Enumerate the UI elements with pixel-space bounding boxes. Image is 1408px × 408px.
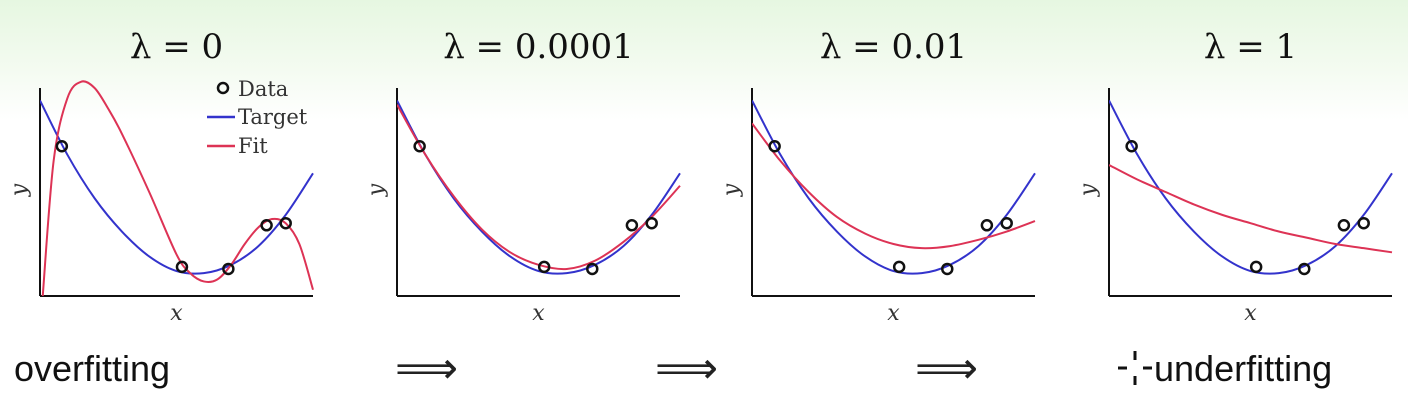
chart-panel-2: λ = 0.0001 x y [364, 27, 681, 326]
legend-fit-label: Fit [238, 134, 268, 158]
caption-underfitting: underfitting [1154, 348, 1332, 389]
caption-overfitting: overfitting [14, 348, 170, 389]
data-point [941, 262, 954, 276]
data-point [222, 262, 235, 276]
data-point [175, 260, 189, 274]
data-point [413, 139, 426, 153]
y-axis-label: y [1076, 183, 1101, 197]
series-line-fit [752, 122, 1036, 250]
series-line-target [1109, 100, 1393, 275]
panel-title: λ = 0.01 [820, 27, 967, 67]
legend-target-label: Target [238, 105, 308, 129]
crosshair-cursor-icon [1118, 351, 1152, 385]
data-point [537, 260, 551, 274]
chart-legend: Data Target Fit [207, 77, 308, 158]
legend-data-marker [216, 81, 230, 95]
data-point [980, 219, 994, 232]
legend-data-label: Data [238, 77, 288, 101]
data-point [1000, 216, 1013, 230]
arrow-1: ⟹ [395, 343, 458, 394]
chart-panels: λ = 0 x y λ = 0.0001 x y λ = 0.01 x y λ = 1 x y [7, 27, 1393, 326]
y-axis-label: y [364, 183, 389, 197]
panel-title: λ = 0.0001 [443, 27, 634, 67]
x-axis-label: x [887, 301, 900, 326]
y-axis-label: y [719, 183, 744, 197]
series-line-target [40, 100, 314, 275]
panel-title: λ = 0 [130, 27, 223, 67]
data-point [1125, 139, 1138, 153]
data-point [55, 139, 69, 153]
data-point [1337, 219, 1351, 232]
chart-panel-1: λ = 0 x y [7, 27, 314, 326]
data-point [279, 216, 292, 230]
data-point [892, 260, 906, 274]
data-point [625, 219, 639, 232]
series-line-target [397, 100, 681, 275]
data-point [645, 216, 658, 230]
series-line-target [752, 100, 1036, 275]
arrow-2: ⟹ [655, 343, 718, 394]
data-point [1298, 262, 1311, 276]
data-point [1249, 260, 1263, 274]
x-axis-label: x [1244, 301, 1257, 326]
panel-title: λ = 1 [1204, 27, 1297, 67]
series-line-fit [1109, 164, 1393, 254]
arrow-3: ⟹ [915, 343, 978, 394]
data-point [1357, 216, 1370, 230]
series-line-fit [397, 104, 681, 271]
data-point [586, 262, 599, 276]
chart-panel-4: λ = 1 x y [1076, 27, 1393, 326]
data-point [768, 139, 781, 153]
x-axis-label: x [170, 301, 183, 326]
data-point [260, 219, 273, 232]
chart-panel-3: λ = 0.01 x y [719, 27, 1036, 326]
x-axis-label: x [532, 301, 545, 326]
y-axis-label: y [7, 183, 32, 197]
